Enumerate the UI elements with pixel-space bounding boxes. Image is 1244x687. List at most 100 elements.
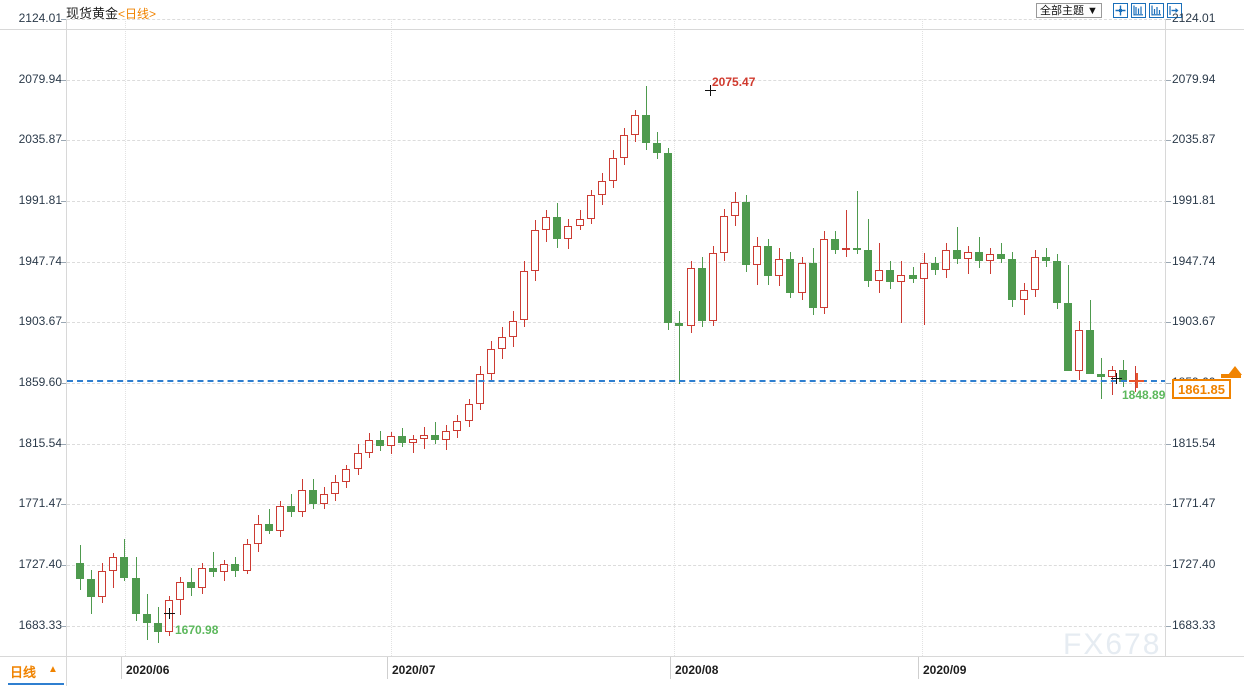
last-price-arrow-base (1221, 373, 1241, 378)
x-axis-underline (0, 29, 1244, 30)
candle-body (142, 613, 151, 624)
candle-body (442, 430, 451, 441)
candle-wick (1001, 243, 1003, 263)
y-axis-tick (61, 79, 66, 81)
grid-line-horizontal (67, 200, 1165, 202)
candle-body (187, 582, 195, 588)
candle-body (997, 254, 1006, 259)
candle-wick (1101, 357, 1103, 399)
candle-body (653, 142, 662, 153)
candle-body (775, 258, 784, 277)
candle-body (930, 262, 939, 270)
candle-body (797, 262, 806, 293)
candle-wick (213, 551, 215, 577)
x-axis-tick-label: 2020/06 (126, 663, 170, 677)
chart-fit-left-icon[interactable] (1131, 3, 1146, 18)
candle-body (242, 543, 251, 572)
crosshair-move-icon[interactable] (1113, 3, 1128, 18)
grid-line-vertical (922, 19, 923, 656)
candle-body (1041, 257, 1050, 262)
y-axis-tick-label: 2079.94 (18, 71, 62, 86)
y-axis-tick (1166, 200, 1171, 202)
grid-line-horizontal (67, 322, 1165, 324)
candle-body (98, 571, 107, 598)
candle-body (253, 524, 262, 544)
candle-body (908, 275, 917, 280)
y-axis-tick-label: 1947.74 (1172, 253, 1216, 268)
chart-plot-area[interactable]: 2075.47 1670.98 1848.89 (66, 19, 1166, 656)
candle-body (275, 506, 284, 532)
candle-body (542, 217, 551, 230)
candle-body (198, 568, 207, 588)
y-axis-tick (1166, 79, 1171, 81)
theme-select-dropdown[interactable]: 全部主题 ▼ (1036, 3, 1102, 18)
y-axis-tick (61, 200, 66, 202)
grid-line-horizontal (67, 504, 1165, 506)
x-axis-tick-label: 2020/07 (392, 663, 436, 677)
chart-fit-right-icon[interactable] (1149, 3, 1164, 18)
candle-body (830, 239, 839, 251)
recent-low-marker-icon (1111, 373, 1122, 384)
watermark-logo: FX678 (1063, 628, 1162, 661)
candle-body (375, 440, 384, 446)
candle-body (409, 438, 417, 444)
candle-body (597, 181, 606, 196)
candle-wick (923, 253, 925, 325)
candle-body (642, 115, 651, 143)
candle-body (941, 250, 950, 270)
candle-body (320, 493, 329, 504)
candle-body (486, 349, 495, 375)
candle-wick (679, 310, 681, 384)
candle-body (1097, 374, 1106, 377)
candle-body (220, 564, 229, 573)
y-axis-tick-label: 1859.60 (18, 375, 62, 389)
candle-body (853, 247, 861, 251)
candle-body (164, 599, 173, 632)
x-axis: 2020/06 2020/07 2020/08 2020/09 (0, 656, 1244, 687)
cursor-crosshair-icon[interactable] (1129, 372, 1144, 388)
chart-toolbar (1113, 3, 1182, 18)
candle-body (786, 258, 795, 293)
low-annotation: 1670.98 (175, 623, 219, 637)
candle-body (1008, 258, 1017, 300)
candle-body (520, 270, 528, 321)
grid-line-vertical (125, 19, 126, 656)
y-axis-tick (61, 565, 66, 566)
candle-body (564, 225, 573, 240)
y-axis-tick-label: 1683.33 (1172, 617, 1216, 632)
candle-body (531, 229, 540, 271)
y-axis-tick (1166, 383, 1171, 384)
chart-latest-icon[interactable] (1167, 3, 1182, 18)
candle-body (619, 134, 628, 159)
y-axis-tick-label: 2035.87 (18, 132, 62, 147)
candle-body (875, 269, 884, 281)
y-axis-tick (61, 443, 66, 445)
y-axis-tick (1166, 443, 1171, 445)
period-tab-daily[interactable]: 日线 ▲ (8, 658, 64, 685)
candle-wick (1067, 265, 1069, 333)
high-annotation: 2075.47 (712, 75, 756, 89)
candle-wick (857, 191, 858, 255)
candle-body (730, 202, 739, 216)
x-axis-separator (66, 656, 67, 686)
candle-body (808, 262, 817, 309)
last-price-tag[interactable]: 1861.85 (1172, 378, 1231, 399)
candle-body (309, 489, 318, 504)
candle-body (1030, 257, 1039, 291)
candle-body (686, 268, 695, 326)
candle-body (952, 250, 961, 259)
candle-wick (1045, 247, 1047, 267)
candle-body (264, 524, 273, 532)
candle-wick (1134, 365, 1136, 393)
y-axis-tick (1166, 140, 1171, 142)
y-axis-tick-label: 1947.74 (18, 253, 62, 268)
candle-body (87, 579, 96, 598)
candle-body (1075, 330, 1083, 372)
candle-wick (290, 493, 292, 518)
candle-body (331, 481, 340, 494)
grid-line-horizontal (67, 79, 1165, 81)
y-axis-tick-label: 2124.01 (18, 11, 62, 25)
candle-body (964, 251, 972, 259)
candle-body (1063, 302, 1072, 372)
